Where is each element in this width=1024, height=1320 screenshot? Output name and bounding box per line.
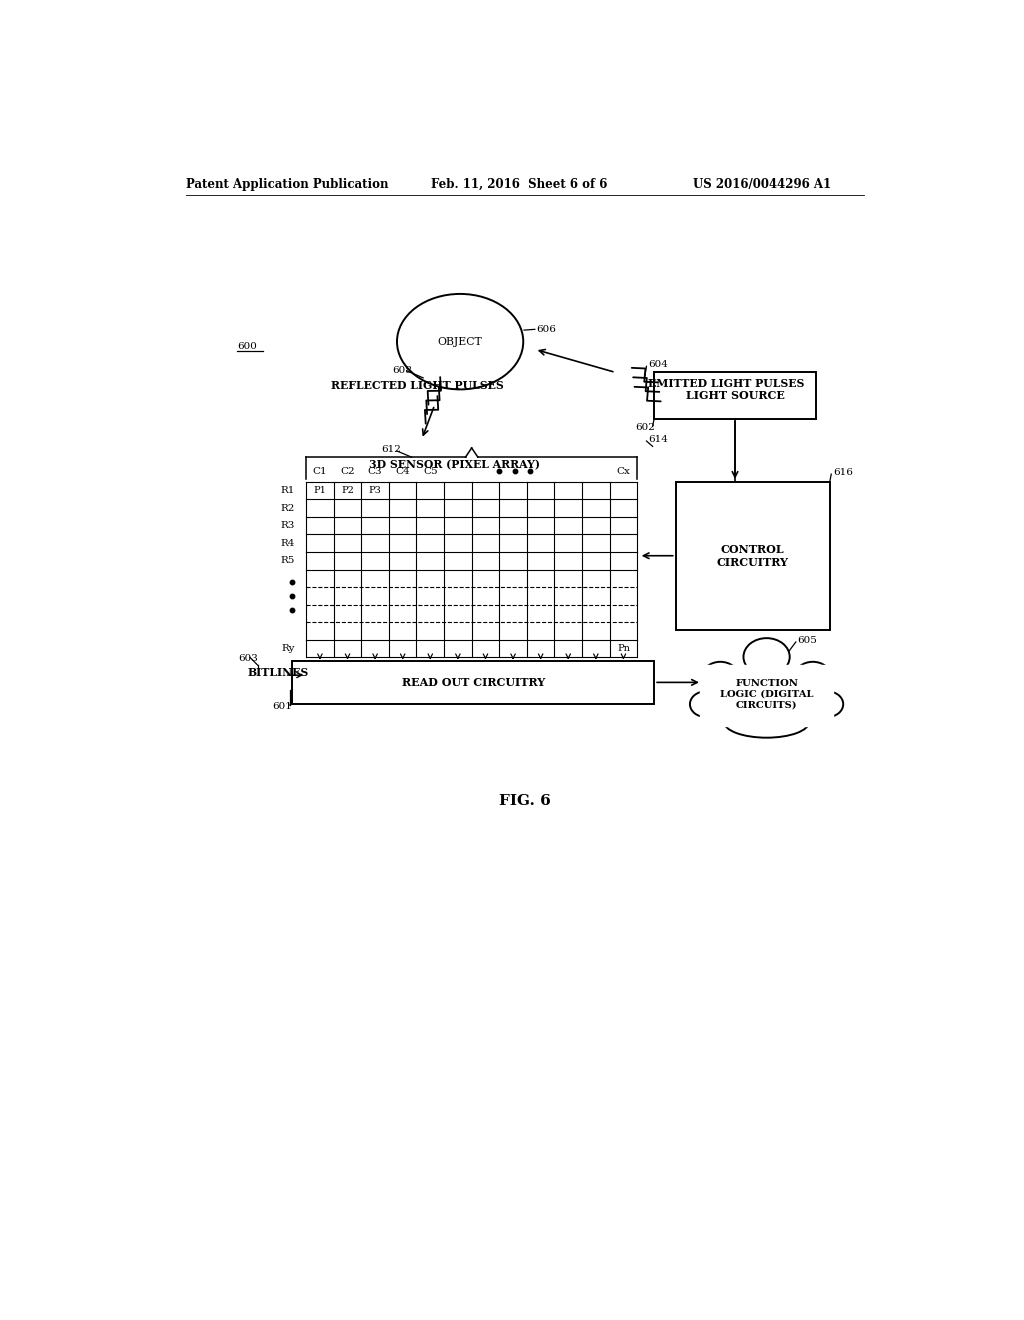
Text: 616: 616 [833, 469, 853, 477]
Text: R5: R5 [281, 556, 295, 565]
Bar [654, 372, 816, 418]
Text: 603: 603 [239, 655, 258, 664]
Bar [699, 665, 834, 726]
Text: 602: 602 [635, 424, 654, 433]
Ellipse shape [812, 692, 843, 717]
Text: C5: C5 [423, 466, 437, 475]
Text: R2: R2 [281, 504, 295, 512]
Ellipse shape [743, 638, 790, 676]
Text: US 2016/0044296 A1: US 2016/0044296 A1 [692, 178, 830, 190]
Text: P2: P2 [341, 486, 354, 495]
Text: C1: C1 [312, 466, 328, 475]
Text: C3: C3 [368, 466, 382, 475]
Ellipse shape [690, 692, 722, 717]
Text: Ry: Ry [282, 644, 295, 653]
Text: 604: 604 [648, 360, 668, 370]
Text: 601: 601 [272, 702, 292, 711]
Text: P1: P1 [313, 486, 327, 495]
Text: BITLINES: BITLINES [248, 668, 309, 678]
Text: LIGHT SOURCE: LIGHT SOURCE [686, 391, 784, 401]
Bar [676, 482, 829, 630]
Text: P3: P3 [369, 486, 382, 495]
Text: READ OUT CIRCUITRY: READ OUT CIRCUITRY [401, 677, 545, 688]
Text: 606: 606 [537, 325, 556, 334]
Text: 605: 605 [798, 636, 817, 645]
Text: C2: C2 [340, 466, 355, 475]
Text: Patent Application Publication: Patent Application Publication [186, 178, 388, 190]
Text: FUNCTION
LOGIC (DIGITAL
CIRCUITS): FUNCTION LOGIC (DIGITAL CIRCUITS) [720, 680, 813, 709]
Text: 608: 608 [392, 366, 413, 375]
Text: REFLECTED LIGHT PULSES: REFLECTED LIGHT PULSES [331, 380, 504, 391]
Ellipse shape [795, 661, 831, 692]
Ellipse shape [702, 661, 738, 692]
Text: C4: C4 [395, 466, 410, 475]
Text: CONTROL
CIRCUITRY: CONTROL CIRCUITRY [717, 544, 788, 568]
Text: R3: R3 [281, 521, 295, 531]
Text: FIG. 6: FIG. 6 [499, 795, 551, 808]
Text: 614: 614 [648, 436, 668, 444]
Text: 3D SENSOR (PIXEL ARRAY): 3D SENSOR (PIXEL ARRAY) [370, 459, 541, 470]
Text: OBJECT: OBJECT [437, 337, 482, 347]
Ellipse shape [724, 706, 809, 738]
Text: Feb. 11, 2016  Sheet 6 of 6: Feb. 11, 2016 Sheet 6 of 6 [431, 178, 607, 190]
Bar [292, 661, 654, 704]
Text: Pn: Pn [617, 644, 630, 653]
Text: R4: R4 [281, 539, 295, 548]
Text: 600: 600 [237, 342, 257, 351]
Text: R1: R1 [281, 486, 295, 495]
Text: Cx: Cx [616, 466, 631, 475]
Text: EMITTED LIGHT PULSES: EMITTED LIGHT PULSES [648, 378, 805, 389]
Text: 612: 612 [382, 445, 401, 454]
